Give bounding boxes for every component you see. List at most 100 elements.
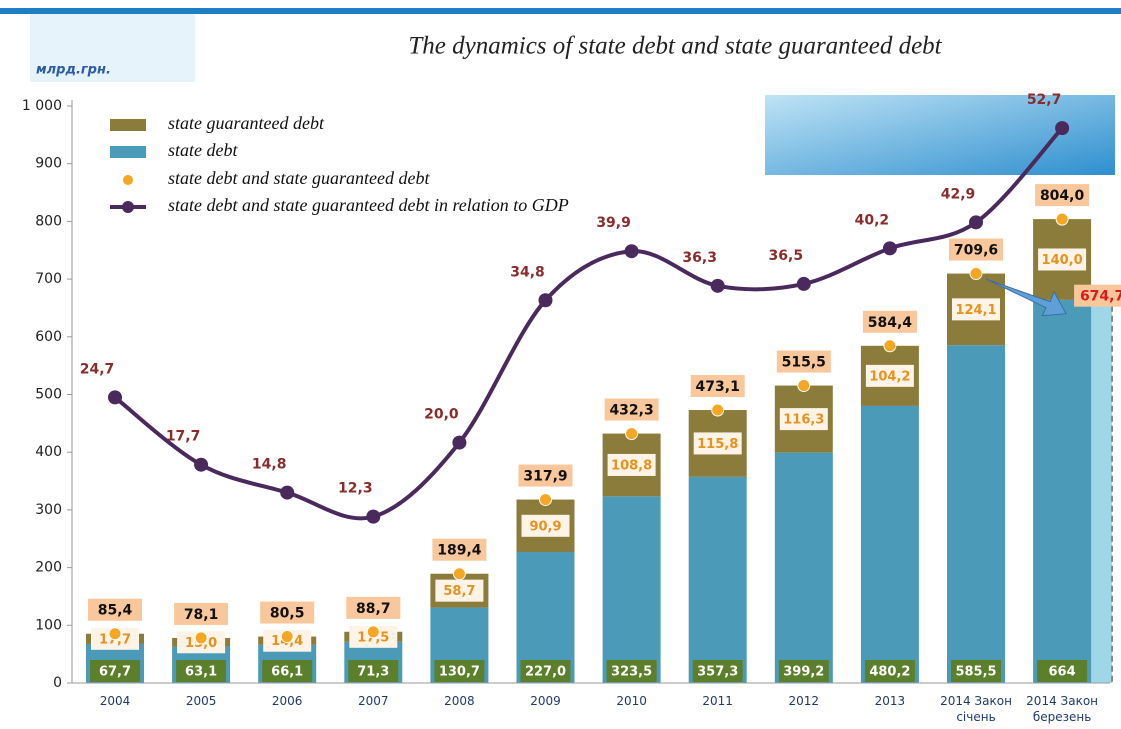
annotation-label: 674,7 xyxy=(1080,289,1121,305)
bar-state-debt xyxy=(861,406,919,683)
guaranteed-label: 108,8 xyxy=(611,458,652,473)
y-tick-label: 100 xyxy=(35,617,62,633)
chart: млрд.грн. The dynamics of state debt and… xyxy=(0,0,1121,729)
state-debt-label: 67,7 xyxy=(99,665,131,680)
x-tick-label: 2013 xyxy=(852,693,928,709)
x-tick-label: 2004 xyxy=(77,693,153,709)
bar-state-debt xyxy=(775,453,833,683)
total-dot xyxy=(453,568,465,580)
state-debt-label: 357,3 xyxy=(697,665,738,680)
top-band xyxy=(0,8,1121,14)
guaranteed-label: 124,1 xyxy=(955,303,996,318)
legend-label: state debt xyxy=(168,140,238,160)
y-tick-label: 600 xyxy=(35,329,62,345)
total-dot xyxy=(109,628,121,640)
total-label: 189,4 xyxy=(437,543,482,559)
legend-label: state debt and state guaranteed debt in … xyxy=(168,195,569,215)
y-tick-label: 700 xyxy=(35,271,62,287)
total-dot xyxy=(367,626,379,638)
legend-label: state debt and state guaranteed debt xyxy=(168,168,430,188)
legend-swatch xyxy=(110,146,146,158)
gdp-point xyxy=(969,215,983,229)
gdp-label: 20,0 xyxy=(424,407,459,423)
y-tick-label: 400 xyxy=(35,444,62,460)
state-debt-label: 399,2 xyxy=(783,665,824,680)
gdp-point xyxy=(452,436,466,450)
x-tick-label: 2006 xyxy=(249,693,325,709)
gdp-label: 17,7 xyxy=(166,429,201,445)
total-label: 317,9 xyxy=(523,469,567,485)
legend-swatch xyxy=(110,119,146,131)
x-tick-label: 2014 Закон січень xyxy=(938,693,1014,725)
x-tick-label: 2009 xyxy=(508,693,584,709)
bar-state-debt xyxy=(1033,300,1091,683)
gdp-label: 24,7 xyxy=(80,361,115,377)
x-tick-label: 2012 xyxy=(766,693,842,709)
total-label: 515,5 xyxy=(782,355,826,371)
x-tick-label: 2010 xyxy=(594,693,670,709)
guaranteed-label: 58,7 xyxy=(443,584,475,599)
gdp-label: 14,8 xyxy=(252,457,287,473)
y-tick-label: 800 xyxy=(35,213,62,229)
gdp-label: 34,8 xyxy=(510,264,545,280)
gdp-point xyxy=(280,486,294,500)
total-label: 804,0 xyxy=(1040,188,1085,204)
gdp-label: 12,3 xyxy=(338,481,373,497)
total-dot xyxy=(626,428,638,440)
total-dot xyxy=(281,631,293,643)
total-dot xyxy=(195,632,207,644)
slide: млрд.грн. The dynamics of state debt and… xyxy=(0,0,1121,729)
y-tick-label: 300 xyxy=(35,502,62,518)
state-debt-label: 480,2 xyxy=(869,665,910,680)
bar-state-debt xyxy=(947,345,1005,683)
state-debt-label: 63,1 xyxy=(185,665,217,680)
total-dot xyxy=(712,404,724,416)
state-debt-label: 71,3 xyxy=(357,665,389,680)
guaranteed-label: 140,0 xyxy=(1042,253,1083,268)
total-label: 85,4 xyxy=(98,603,133,619)
state-debt-label: 130,7 xyxy=(439,665,480,680)
y-tick-label: 500 xyxy=(35,387,62,403)
gdp-point xyxy=(366,510,380,524)
total-dot xyxy=(884,340,896,352)
gdp-point xyxy=(194,458,208,472)
y-tick-label: 1 000 xyxy=(22,98,62,114)
y-tick-label: 900 xyxy=(35,156,62,172)
total-label: 584,4 xyxy=(868,315,913,331)
guaranteed-label: 116,3 xyxy=(783,413,824,428)
x-tick-label: 2011 xyxy=(680,693,756,709)
total-dot xyxy=(1056,213,1068,225)
gdp-point xyxy=(108,390,122,404)
unit-label: млрд.грн. xyxy=(36,63,111,78)
total-label: 709,6 xyxy=(954,243,998,259)
legend-label: state guaranteed debt xyxy=(168,113,325,133)
total-label: 80,5 xyxy=(270,606,305,622)
total-label: 432,3 xyxy=(609,403,653,419)
state-debt-label: 585,5 xyxy=(955,665,996,680)
guaranteed-label: 115,8 xyxy=(697,437,738,452)
gdp-point xyxy=(625,244,639,258)
x-tick-label: 2007 xyxy=(335,693,411,709)
guaranteed-label: 104,2 xyxy=(869,369,910,384)
bar-state-debt xyxy=(603,496,661,683)
state-debt-label: 323,5 xyxy=(611,665,652,680)
gdp-label: 36,3 xyxy=(682,250,717,266)
chart-title: The dynamics of state debt and state gua… xyxy=(408,33,942,60)
total-label: 78,1 xyxy=(184,607,219,623)
legend-swatch xyxy=(123,175,133,185)
x-tick-label: 2005 xyxy=(163,693,239,709)
total-dot xyxy=(798,380,810,392)
total-label: 473,1 xyxy=(696,379,740,395)
state-debt-label: 664 xyxy=(1049,665,1076,680)
gdp-label: 36,5 xyxy=(769,248,804,264)
gdp-point xyxy=(797,277,811,291)
total-dot xyxy=(970,268,982,280)
gdp-point xyxy=(883,241,897,255)
x-tick-label: 2014 Закон березень xyxy=(1024,693,1100,725)
total-label: 88,7 xyxy=(356,601,391,617)
legend-swatch xyxy=(122,201,134,213)
bar-state-debt xyxy=(689,477,747,683)
guaranteed-label: 90,9 xyxy=(529,519,561,534)
gdp-label: 52,7 xyxy=(1027,92,1062,108)
y-tick-label: 200 xyxy=(35,560,62,576)
